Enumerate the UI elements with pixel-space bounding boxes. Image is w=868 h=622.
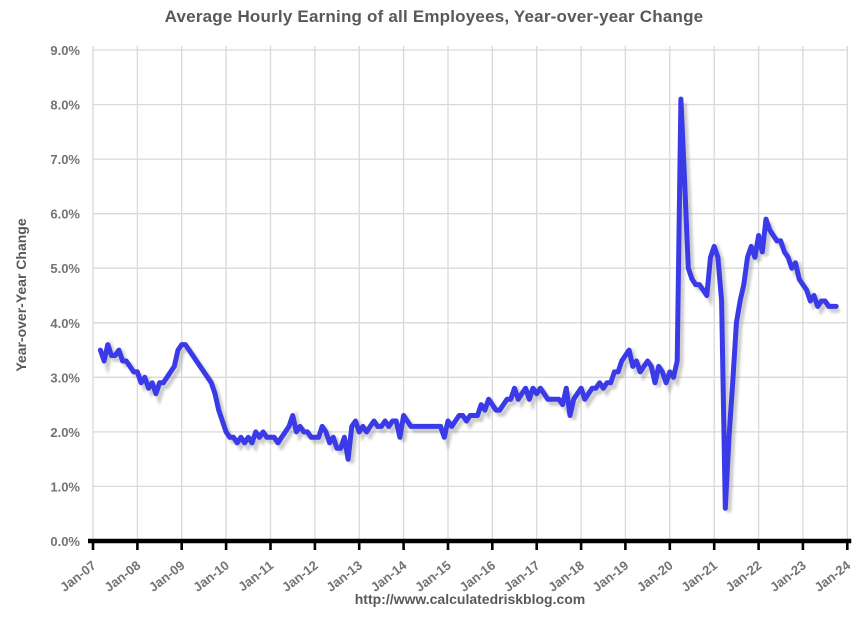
svg-text:Jan-16: Jan-16 [456, 558, 498, 595]
svg-text:2.0%: 2.0% [50, 425, 80, 440]
svg-text:Jan-18: Jan-18 [545, 558, 587, 595]
svg-text:Jan-22: Jan-22 [723, 558, 765, 595]
svg-text:9.0%: 9.0% [50, 43, 80, 58]
svg-text:Jan-15: Jan-15 [412, 558, 454, 595]
svg-text:Jan-24: Jan-24 [811, 557, 853, 595]
source-url: http://www.calculatedriskblog.com [354, 591, 586, 607]
svg-text:Jan-10: Jan-10 [190, 558, 232, 595]
svg-text:Jan-08: Jan-08 [102, 558, 144, 595]
svg-text:Jan-14: Jan-14 [368, 557, 410, 595]
chart-title: Average Hourly Earning of all Employees,… [164, 7, 704, 26]
svg-text:Jan-23: Jan-23 [767, 558, 809, 595]
svg-text:Jan-17: Jan-17 [501, 558, 543, 595]
svg-text:Jan-11: Jan-11 [235, 558, 276, 595]
svg-text:3.0%: 3.0% [50, 370, 80, 385]
svg-text:5.0%: 5.0% [50, 261, 80, 276]
svg-text:1.0%: 1.0% [50, 479, 80, 494]
svg-text:Jan-20: Jan-20 [634, 558, 676, 595]
svg-text:Jan-19: Jan-19 [590, 558, 632, 595]
svg-text:Jan-21: Jan-21 [678, 558, 720, 595]
svg-text:Jan-12: Jan-12 [279, 558, 321, 595]
svg-text:0.0%: 0.0% [50, 534, 80, 549]
svg-text:4.0%: 4.0% [50, 316, 80, 331]
svg-text:6.0%: 6.0% [50, 207, 80, 222]
svg-text:8.0%: 8.0% [50, 98, 80, 113]
svg-text:7.0%: 7.0% [50, 152, 80, 167]
svg-text:Jan-13: Jan-13 [323, 558, 365, 595]
svg-text:Jan-07: Jan-07 [57, 558, 99, 595]
svg-text:Jan-09: Jan-09 [146, 558, 188, 595]
